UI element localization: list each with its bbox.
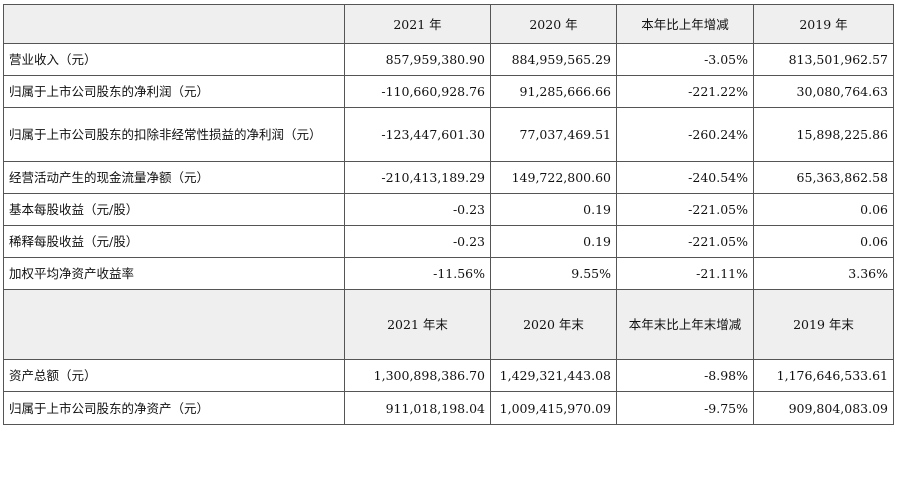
value-2020: 0.19	[490, 193, 617, 226]
value-change: -240.54%	[616, 161, 754, 194]
value-2020: 1,009,415,970.09	[490, 391, 617, 425]
value-change: -221.05%	[616, 225, 754, 258]
row-label: 基本每股收益（元/股）	[3, 193, 345, 226]
value-2019: 813,501,962.57	[753, 43, 894, 76]
header-change: 本年比上年增减	[616, 4, 754, 44]
value-change: -221.05%	[616, 193, 754, 226]
value-2020: 9.55%	[490, 257, 617, 290]
value-2020: 149,722,800.60	[490, 161, 617, 194]
row-label: 归属于上市公司股东的净利润（元）	[3, 75, 345, 108]
value-2020: 0.19	[490, 225, 617, 258]
header-corner-cell	[3, 289, 345, 360]
row-label: 加权平均净资产收益率	[3, 257, 345, 290]
row-label: 营业收入（元）	[3, 43, 345, 76]
financial-summary-table: 2021 年 2020 年 本年比上年增减 2019 年 营业收入（元） 857…	[3, 4, 894, 425]
row-label: 稀释每股收益（元/股）	[3, 225, 345, 258]
row-label: 归属于上市公司股东的扣除非经常性损益的净利润（元）	[3, 107, 345, 162]
row-net-profit-deducted: 归属于上市公司股东的扣除非经常性损益的净利润（元） -123,447,601.3…	[3, 107, 894, 162]
value-2021: -110,660,928.76	[344, 75, 491, 108]
value-2020: 77,037,469.51	[490, 107, 617, 162]
header-2020: 2020 年	[490, 4, 617, 44]
value-2021: -0.23	[344, 193, 491, 226]
value-change: -221.22%	[616, 75, 754, 108]
row-net-assets: 归属于上市公司股东的净资产（元） 911,018,198.04 1,009,41…	[3, 391, 894, 425]
value-2021: 911,018,198.04	[344, 391, 491, 425]
row-net-profit: 归属于上市公司股东的净利润（元） -110,660,928.76 91,285,…	[3, 75, 894, 108]
value-2021: -0.23	[344, 225, 491, 258]
value-2020: 884,959,565.29	[490, 43, 617, 76]
row-label: 归属于上市公司股东的净资产（元）	[3, 391, 345, 425]
header-corner-cell	[3, 4, 345, 44]
value-2019: 0.06	[753, 225, 894, 258]
header-2021: 2021 年	[344, 4, 491, 44]
value-2019: 65,363,862.58	[753, 161, 894, 194]
value-2019: 15,898,225.86	[753, 107, 894, 162]
header-2019: 2019 年	[753, 4, 894, 44]
value-2021: -210,413,189.29	[344, 161, 491, 194]
row-operating-cash-flow: 经营活动产生的现金流量净额（元） -210,413,189.29 149,722…	[3, 161, 894, 194]
header-2020-end: 2020 年末	[490, 289, 617, 360]
value-change: -260.24%	[616, 107, 754, 162]
row-diluted-eps: 稀释每股收益（元/股） -0.23 0.19 -221.05% 0.06	[3, 225, 894, 258]
value-2019: 3.36%	[753, 257, 894, 290]
value-change: -3.05%	[616, 43, 754, 76]
row-total-assets: 资产总额（元） 1,300,898,386.70 1,429,321,443.0…	[3, 359, 894, 392]
value-2021: -11.56%	[344, 257, 491, 290]
row-weighted-roe: 加权平均净资产收益率 -11.56% 9.55% -21.11% 3.36%	[3, 257, 894, 290]
row-basic-eps: 基本每股收益（元/股） -0.23 0.19 -221.05% 0.06	[3, 193, 894, 226]
value-change: -8.98%	[616, 359, 754, 392]
header-2019-end: 2019 年末	[753, 289, 894, 360]
value-2021: -123,447,601.30	[344, 107, 491, 162]
value-change: -21.11%	[616, 257, 754, 290]
value-2019: 1,176,646,533.61	[753, 359, 894, 392]
value-2019: 30,080,764.63	[753, 75, 894, 108]
value-2019: 0.06	[753, 193, 894, 226]
value-2020: 1,429,321,443.08	[490, 359, 617, 392]
row-label: 资产总额（元）	[3, 359, 345, 392]
row-revenue: 营业收入（元） 857,959,380.90 884,959,565.29 -3…	[3, 43, 894, 76]
row-label: 经营活动产生的现金流量净额（元）	[3, 161, 345, 194]
value-2019: 909,804,083.09	[753, 391, 894, 425]
value-2021: 857,959,380.90	[344, 43, 491, 76]
value-2021: 1,300,898,386.70	[344, 359, 491, 392]
header-row-years: 2021 年 2020 年 本年比上年增减 2019 年	[3, 4, 894, 44]
header-2021-end: 2021 年末	[344, 289, 491, 360]
header-change-end: 本年末比上年末增减	[616, 289, 754, 360]
value-2020: 91,285,666.66	[490, 75, 617, 108]
header-row-year-end: 2021 年末 2020 年末 本年末比上年末增减 2019 年末	[3, 289, 894, 360]
value-change: -9.75%	[616, 391, 754, 425]
